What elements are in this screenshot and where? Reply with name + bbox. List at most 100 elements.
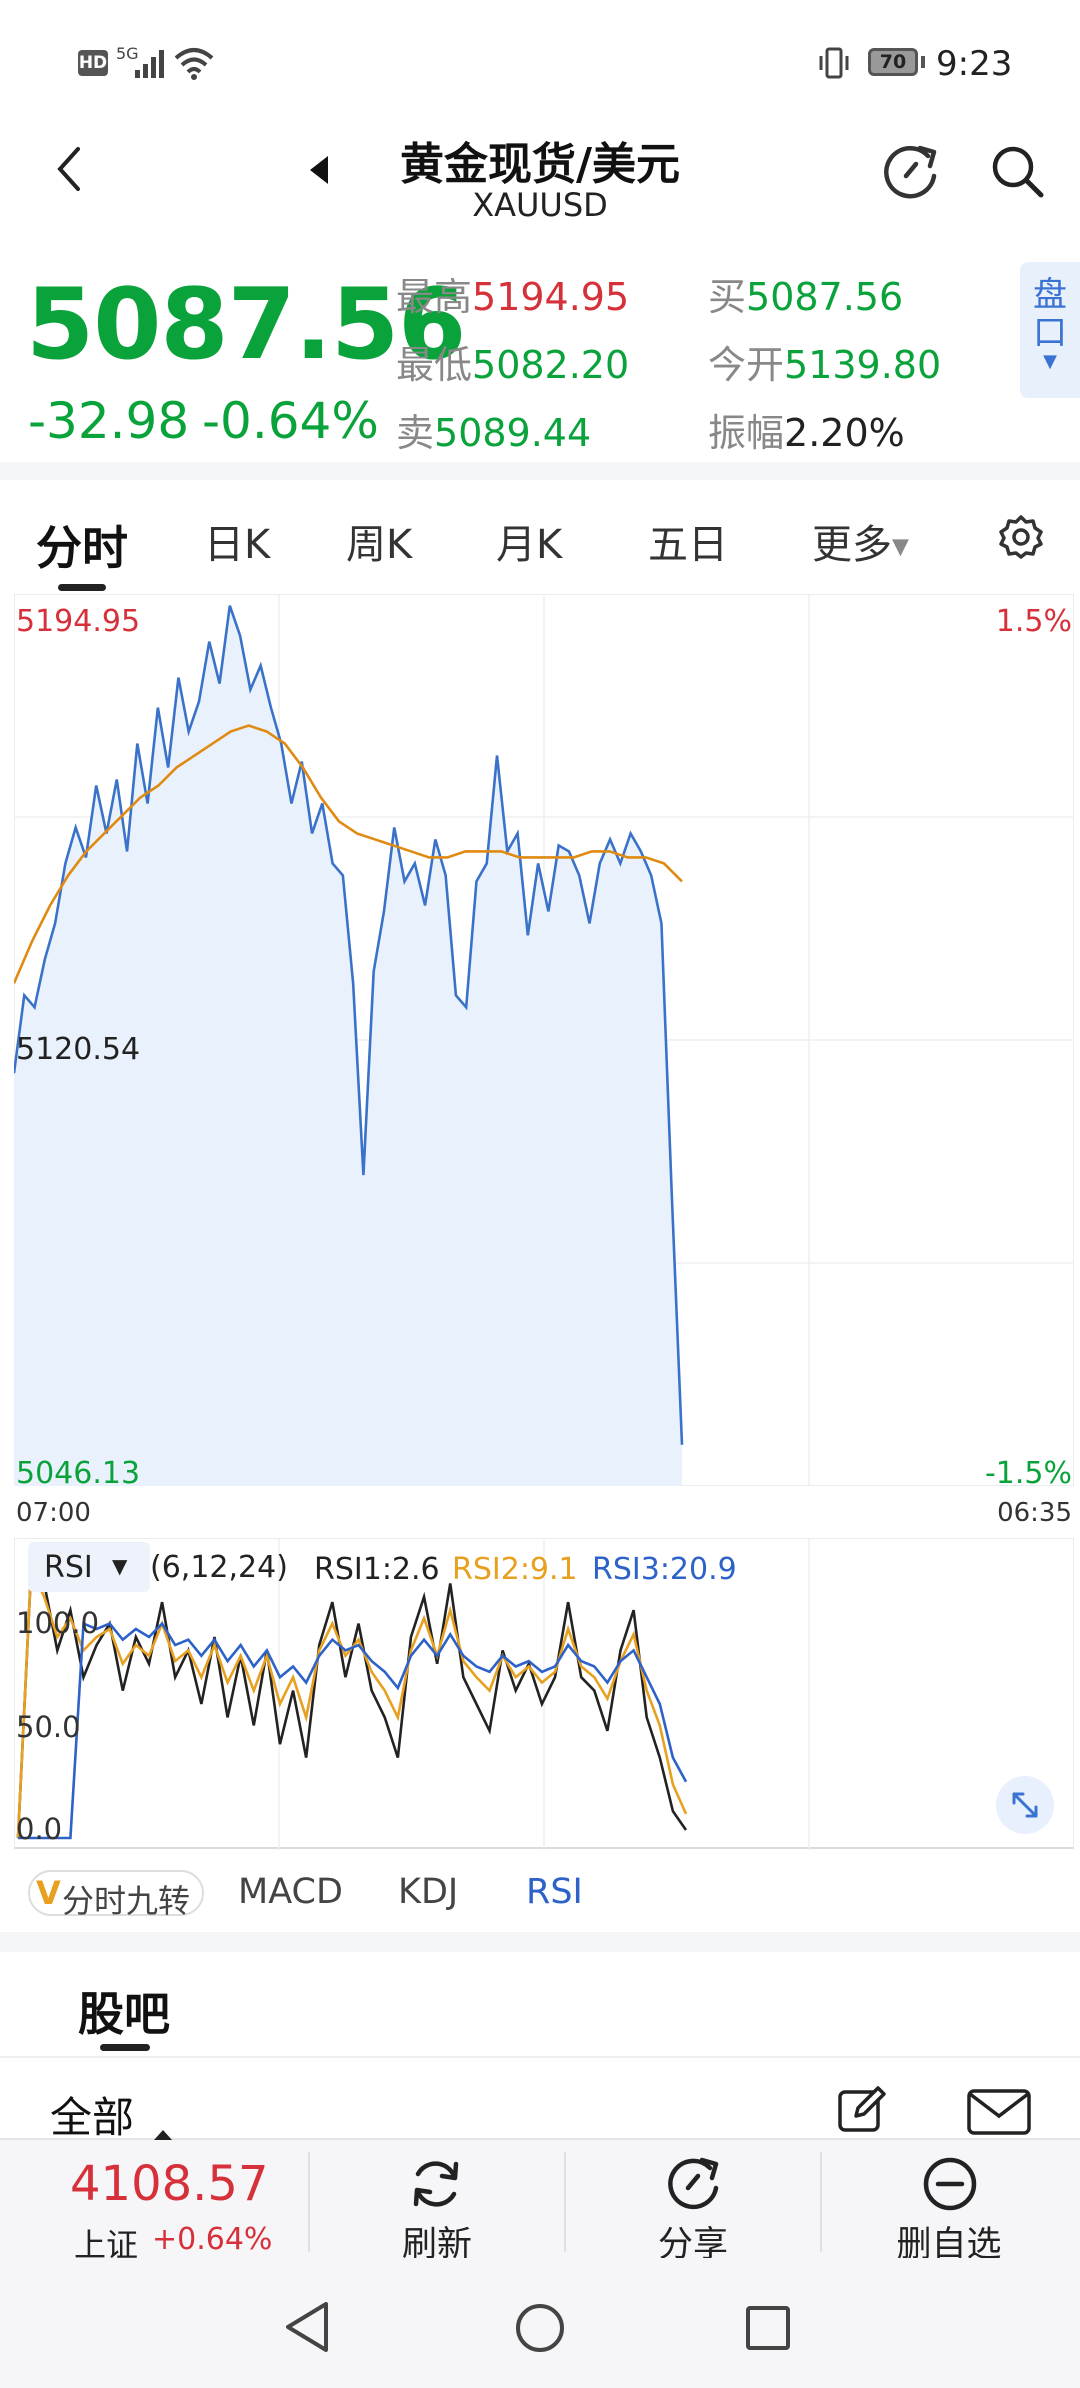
- tab-weekly-k[interactable]: 周K: [346, 522, 413, 568]
- index-widget[interactable]: 4108.57 上证 +0.64%: [0, 2146, 308, 2264]
- expand-icon: [1012, 1792, 1038, 1818]
- section-gap: [0, 462, 1080, 480]
- tab-daily-k[interactable]: 日K: [204, 522, 271, 568]
- system-nav-bar: [0, 2258, 1080, 2388]
- section-gap-2: [0, 1932, 1080, 1952]
- refresh-button[interactable]: 刷新: [310, 2146, 564, 2265]
- y-max-label: 5194.95: [16, 604, 141, 639]
- low-value: 5082.20: [472, 343, 630, 387]
- page-title: 黄金现货/美元: [399, 139, 681, 190]
- intraday-chart[interactable]: [14, 594, 1074, 1486]
- settings-icon[interactable]: [998, 514, 1044, 560]
- mail-icon[interactable]: [966, 2088, 1032, 2136]
- buy-row: 买5087.56: [708, 266, 903, 321]
- v-badge-icon: V: [36, 1874, 61, 1912]
- amp-value: 2.20%: [784, 411, 905, 455]
- tab-indicator: [58, 584, 106, 591]
- tab-intraday[interactable]: 分时: [36, 521, 128, 575]
- rsi-grid: [14, 1538, 1074, 1850]
- tab-rsi[interactable]: RSI: [526, 1872, 583, 1912]
- nav-back-icon[interactable]: [282, 2300, 332, 2354]
- caret-down-icon: ▼: [112, 1554, 128, 1578]
- low-row: 最低5082.20: [396, 334, 629, 389]
- tab-kdj[interactable]: KDJ: [398, 1872, 459, 1912]
- tab-monthly-k[interactable]: 月K: [496, 522, 563, 568]
- index-name: 上证: [74, 2226, 139, 2264]
- minus-circle-icon: [923, 2157, 977, 2211]
- back-icon[interactable]: [54, 146, 84, 192]
- divider: [564, 2152, 566, 2252]
- share-refresh-icon[interactable]: [880, 142, 942, 200]
- prev-stock-icon[interactable]: [308, 154, 330, 186]
- rsi-tick-0: 0.0: [16, 1812, 63, 1846]
- rsi2-value: RSI2:9.1: [452, 1552, 578, 1587]
- low-label: 最低: [396, 343, 473, 387]
- sell-value: 5089.44: [434, 411, 592, 455]
- rsi-tick-50: 50.0: [16, 1710, 81, 1744]
- remove-watchlist-button[interactable]: 删自选: [822, 2146, 1076, 2265]
- rsi1-value: RSI1:2.6: [314, 1552, 440, 1587]
- vibrate-icon: [819, 47, 849, 79]
- battery-icon: 70: [868, 48, 918, 76]
- x-end-label: 06:35: [997, 1498, 1072, 1528]
- index-value: 4108.57: [70, 2156, 269, 2212]
- battery-tip: [921, 56, 925, 68]
- bottom-action-bar: [0, 2138, 1080, 2260]
- rsi3-line: [18, 1621, 688, 1840]
- index-change: +0.64%: [152, 2222, 273, 2257]
- edit-icon[interactable]: [836, 2082, 890, 2136]
- divider: [308, 2152, 310, 2252]
- buy-value: 5087.56: [746, 275, 904, 319]
- open-value: 5139.80: [784, 343, 942, 387]
- rsi-selector[interactable]: RSI ▼: [28, 1542, 150, 1592]
- amp-row: 振幅2.20%: [708, 402, 905, 457]
- tab-five-day[interactable]: 五日: [648, 522, 728, 568]
- expand-button[interactable]: [996, 1776, 1054, 1834]
- rsi-chart[interactable]: [14, 1538, 1074, 1850]
- tab-more[interactable]: 更多▼: [812, 512, 909, 570]
- pankou-label: 盘口: [1033, 275, 1067, 353]
- clock: 9:23: [936, 44, 1013, 84]
- rsi-selector-label: RSI: [44, 1550, 93, 1585]
- rsi3-value: RSI3:20.9: [592, 1552, 737, 1587]
- caret-down-icon: ▼: [1043, 351, 1057, 372]
- share-icon: [668, 2157, 719, 2210]
- rsi-params: (6,12,24): [150, 1550, 288, 1585]
- nine-turn-label: 分时九转: [62, 1882, 191, 1920]
- pct-max-label: 1.5%: [995, 604, 1072, 639]
- status-bar: HD 5G 70 9:23: [0, 0, 1080, 120]
- price-change: -32.98: [28, 392, 190, 450]
- sell-row: 卖5089.44: [396, 402, 591, 457]
- divider: [820, 2152, 822, 2252]
- nine-turn-button[interactable]: V 分时九转: [28, 1870, 204, 1920]
- forum-title[interactable]: 股吧: [78, 1987, 170, 2041]
- share-button[interactable]: 分享: [566, 2146, 820, 2265]
- current-price: 5087.56: [26, 268, 466, 382]
- open-row: 今开5139.80: [708, 334, 941, 389]
- caret-down-icon: ▼: [892, 534, 909, 560]
- y-min-label: 5046.13: [16, 1456, 141, 1491]
- price-line: [14, 605, 684, 1445]
- pct-min-label: -1.5%: [984, 1456, 1072, 1491]
- nav-recents-icon[interactable]: [744, 2304, 792, 2352]
- open-label: 今开: [708, 343, 785, 387]
- signal-icon: [135, 50, 164, 78]
- high-label: 最高: [396, 275, 473, 319]
- signal-label: 5G: [116, 44, 139, 63]
- caret-up-icon: [154, 2130, 172, 2140]
- price-area: [14, 605, 682, 1486]
- hd-badge: HD: [78, 50, 108, 76]
- pankou-button[interactable]: 盘口 ▼: [1020, 262, 1080, 398]
- tab-macd[interactable]: MACD: [238, 1872, 343, 1912]
- y-mid-label: 5120.54: [16, 1032, 141, 1067]
- amp-label: 振幅: [708, 411, 785, 455]
- search-icon[interactable]: [990, 144, 1046, 200]
- high-value: 5194.95: [472, 275, 630, 319]
- nav-home-icon[interactable]: [514, 2302, 566, 2354]
- filter-all[interactable]: 全部: [50, 2093, 135, 2142]
- rsi1-line: [16, 1566, 688, 1839]
- forum-tab-indicator: [100, 2044, 150, 2051]
- wifi-icon: [174, 48, 214, 80]
- rsi-tick-100: 100.0: [16, 1606, 100, 1640]
- price-change-pct: -0.64%: [202, 392, 379, 450]
